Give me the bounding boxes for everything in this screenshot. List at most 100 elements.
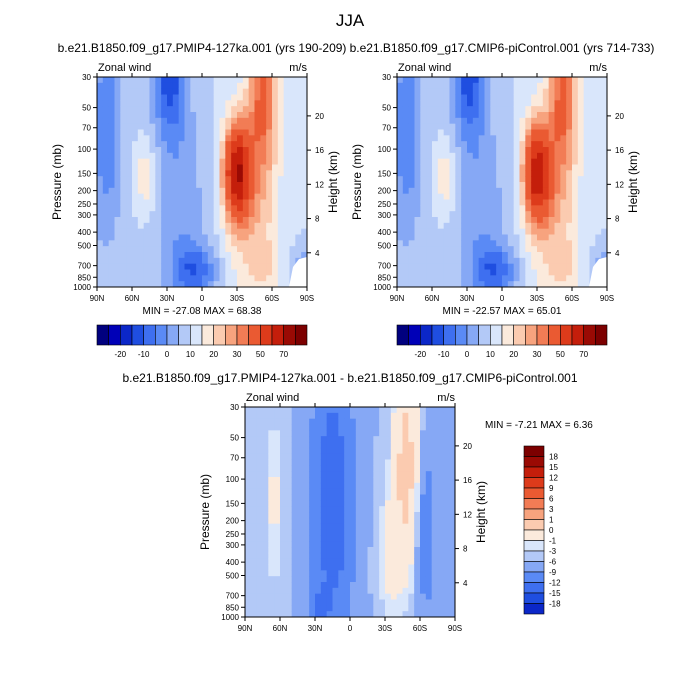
field-cell: [502, 100, 509, 107]
field-cell: [525, 164, 532, 171]
field-cell: [178, 129, 185, 136]
colorbar-swatch: [155, 324, 168, 346]
field-cell: [114, 94, 121, 101]
field-cell: [149, 88, 156, 95]
field-cell: [402, 141, 410, 148]
field-cell: [379, 453, 386, 460]
field-cell: [414, 424, 421, 431]
field-cell: [297, 541, 304, 548]
field-cell: [437, 500, 444, 507]
field-cell: [161, 141, 168, 148]
field-cell: [196, 88, 203, 95]
field-cell: [601, 158, 608, 165]
field-cell: [108, 123, 115, 130]
field-cell: [350, 488, 357, 495]
field-cell: [97, 106, 104, 113]
field-cell: [350, 412, 357, 420]
field-cell: [274, 587, 281, 595]
field-cell: [367, 564, 374, 571]
field-cell: [414, 77, 421, 84]
field-cell: [467, 234, 474, 241]
field-cell: [408, 500, 415, 507]
field-cell: [231, 257, 238, 265]
field-cell: [262, 494, 269, 501]
field-cell: [274, 564, 281, 571]
field-cell: [361, 599, 368, 606]
field-cell: [256, 570, 263, 577]
field-cell: [126, 187, 133, 195]
field-cell: [367, 593, 374, 600]
field-cell: [583, 106, 590, 113]
field-cell: [237, 281, 244, 288]
field-cell: [266, 228, 273, 235]
field-cell: [472, 240, 480, 247]
field-cell: [443, 506, 450, 513]
field-cell: [397, 269, 404, 276]
field-cell: [414, 252, 421, 259]
field-cell: [560, 129, 567, 136]
field-cell: [143, 252, 150, 259]
field-cell: [250, 465, 258, 472]
field-cell: [254, 182, 261, 189]
field-cell: [589, 88, 596, 95]
field-cell: [379, 599, 386, 606]
field-cell: [289, 211, 296, 218]
field-cell: [178, 182, 185, 189]
field-cell: [507, 199, 515, 206]
field-cell: [280, 482, 287, 490]
field-cell: [402, 234, 410, 241]
field-cell: [126, 263, 133, 270]
field-cell: [295, 94, 302, 101]
field-cell: [420, 582, 427, 589]
field-cell: [262, 512, 269, 519]
field-cell: [161, 257, 168, 265]
field-cell: [472, 205, 480, 212]
field-cell: [114, 269, 121, 276]
colorbar-swatch: [213, 324, 226, 346]
field-cell: [507, 164, 515, 171]
field-cell: [554, 77, 561, 84]
field-cell: [449, 599, 456, 606]
field-cell: [237, 205, 244, 212]
field-cell: [219, 252, 226, 259]
x-tick-label: 30S: [530, 294, 544, 303]
field-cell: [338, 582, 345, 589]
field-cell: [432, 240, 439, 247]
field-cell: [420, 182, 427, 189]
field-cell: [338, 418, 345, 425]
field-cell: [280, 453, 287, 460]
field-cell: [490, 112, 497, 119]
field-cell: [320, 494, 328, 501]
field-cell: [566, 152, 573, 160]
field-cell: [184, 222, 191, 230]
field-cell: [250, 424, 258, 431]
field-cell: [120, 257, 127, 265]
field-cell: [132, 228, 139, 235]
field-cell: [277, 269, 285, 276]
field-cell: [432, 193, 439, 200]
field-cell: [519, 176, 526, 183]
field-cell: [402, 228, 410, 235]
field-cell: [361, 465, 368, 472]
field-cell: [161, 263, 168, 270]
field-cell: [478, 252, 485, 259]
field-cell: [250, 459, 258, 466]
field-cell: [172, 170, 180, 177]
field-cell: [231, 234, 238, 241]
field-cell: [250, 453, 258, 460]
field-cell: [274, 482, 281, 490]
field-cell: [443, 281, 450, 288]
field-cell: [225, 252, 232, 259]
field-cell: [496, 135, 503, 142]
field-cell: [289, 82, 296, 90]
field-cell: [190, 205, 197, 212]
field-cell: [332, 447, 339, 455]
field-cell: [242, 246, 250, 253]
field-cell: [196, 82, 203, 90]
field-cell: [280, 564, 287, 571]
field-cell: [601, 88, 608, 95]
field-cell: [225, 164, 232, 171]
field-cell: [437, 512, 444, 519]
field-cell: [120, 170, 127, 177]
field-cell: [601, 222, 608, 230]
